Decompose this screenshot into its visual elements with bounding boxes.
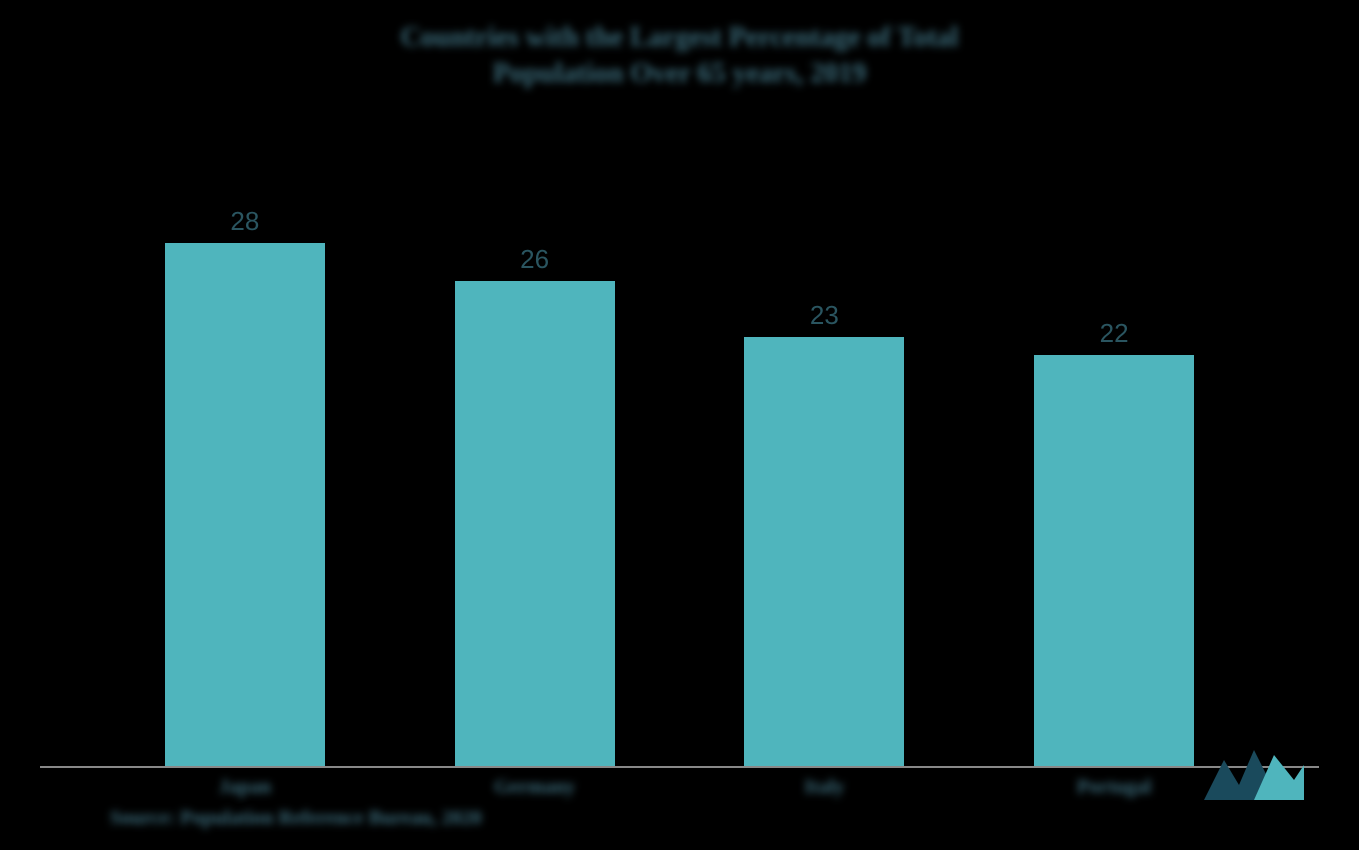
chart-title-line2: Population Over 65 years, 2019 <box>493 58 867 89</box>
chart-title: Countries with the Largest Percentage of… <box>40 20 1319 123</box>
bar-group-0: 28 <box>165 123 325 766</box>
chart-title-line1: Countries with the Largest Percentage of… <box>401 22 959 53</box>
bar-group-3: 22 <box>1034 123 1194 766</box>
bar-value-3: 22 <box>1100 318 1129 349</box>
mordor-intelligence-logo-icon <box>1199 740 1309 810</box>
bar-3 <box>1034 355 1194 766</box>
chart-container: Countries with the Largest Percentage of… <box>40 20 1319 830</box>
bar-0 <box>165 243 325 766</box>
bar-value-2: 23 <box>810 300 839 331</box>
bar-1 <box>455 281 615 766</box>
bar-value-0: 28 <box>230 206 259 237</box>
source-text: Source: Population Reference Bureau, 202… <box>40 799 1319 830</box>
x-label-0: Japan <box>165 776 325 799</box>
bar-value-1: 26 <box>520 244 549 275</box>
plot-area: 28 26 23 22 <box>40 123 1319 768</box>
x-axis: Japan Germany Italy Portugal <box>40 768 1319 799</box>
bar-2 <box>744 337 904 766</box>
x-label-3: Portugal <box>1034 776 1194 799</box>
bar-group-2: 23 <box>744 123 904 766</box>
x-label-2: Italy <box>744 776 904 799</box>
x-label-1: Germany <box>455 776 615 799</box>
bar-group-1: 26 <box>455 123 615 766</box>
